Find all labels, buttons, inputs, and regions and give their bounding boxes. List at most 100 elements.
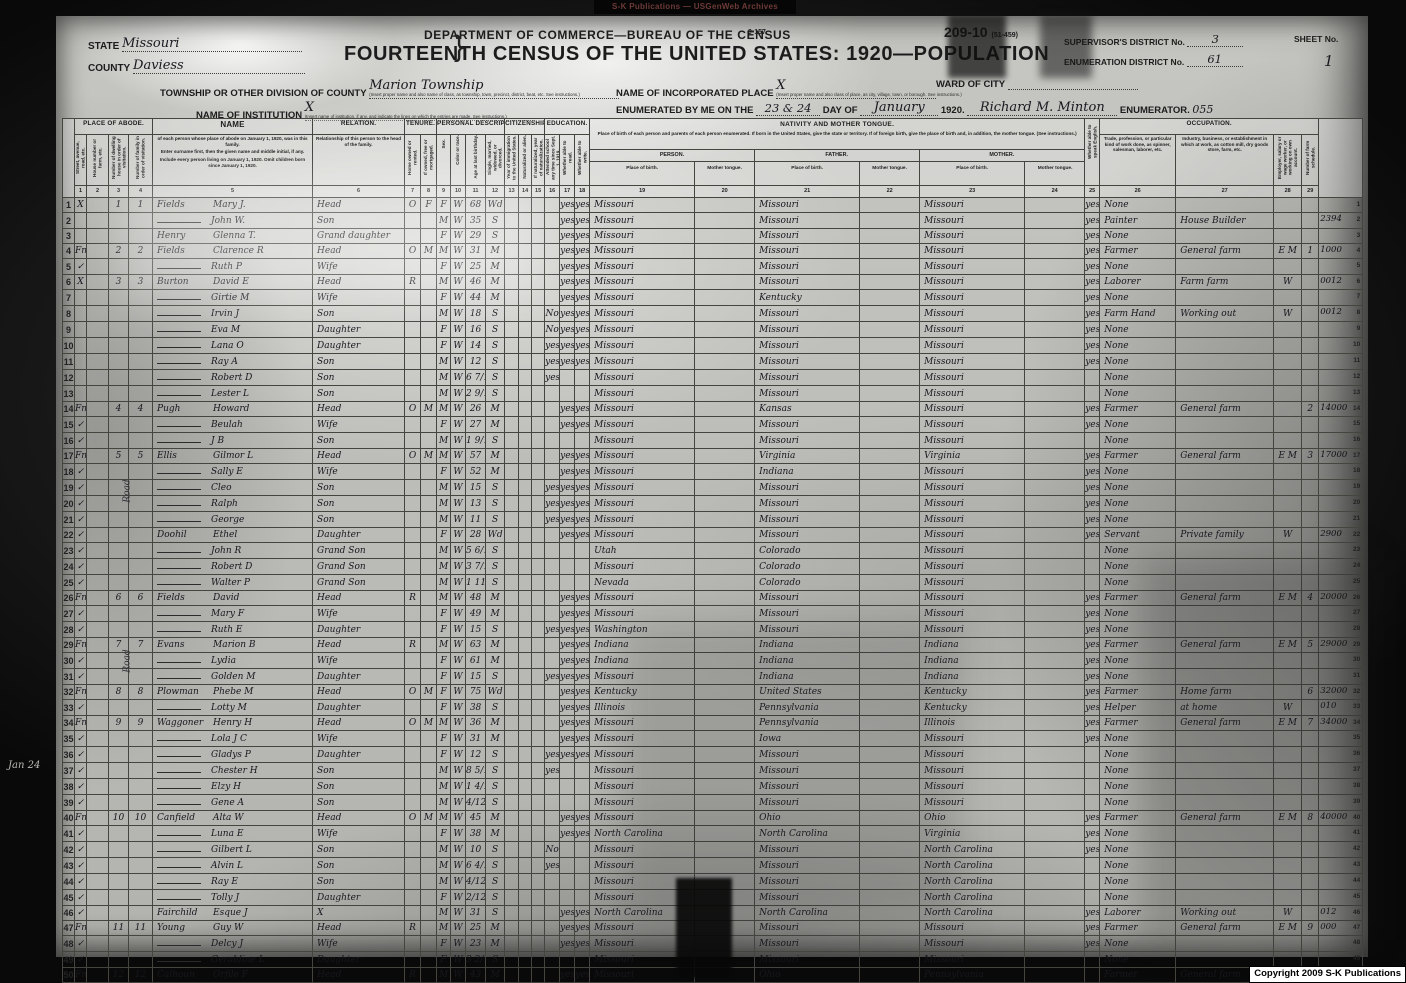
person-birthplace: Missouri [589,857,696,874]
house-number [86,243,109,259]
color-race: W [450,479,467,496]
naturalized [518,527,533,543]
abode-mark: Fm [74,637,87,653]
dwelling-number [108,762,129,779]
left-margin-note-3: Jan 24 [8,760,41,771]
employer-class [1273,511,1303,528]
mother-mother-tongue [1024,197,1086,213]
family-number [127,558,154,575]
naturalization-year [531,951,546,968]
employer-class [1273,746,1303,763]
father-mother-tongue [859,810,921,826]
immigration-year [504,432,520,449]
farm-schedule-number [1301,935,1320,952]
name-cell: Gilbert L [152,841,314,858]
name-cell: Luna E [152,825,314,842]
marital-status: M [485,810,506,826]
name-cell: Alvin L [152,857,314,874]
mother-mother-tongue [1024,825,1086,842]
house-number [86,197,109,213]
able-to-read: yes [559,590,576,606]
father-mother-tongue [859,857,921,874]
mother-mother-tongue [1024,495,1086,512]
name-cell: George [152,511,314,528]
father-birthplace: Iowa [754,730,861,747]
attended-school [544,873,561,890]
father-mother-tongue [859,511,921,528]
abode-mark [74,228,87,244]
row-number: 20 [1352,499,1361,506]
employer-class: E M [1273,637,1303,653]
house-number [86,542,109,559]
ditto-dash [157,291,202,300]
nativity-title: NATIVITY AND MOTHER TONGUE. [780,121,895,128]
column-number: 20 [694,185,756,198]
township-line: TOWNSHIP OR OTHER DIVISION OF COUNTY Mar… [160,78,620,99]
abode-mark: ✓ [74,511,87,528]
age: 48 [465,590,487,606]
mother-birthplace: North Carolina [919,841,1026,858]
home-owned [404,337,422,354]
dwelling-number [108,353,129,370]
attended-school [544,605,561,622]
home-owned [404,935,422,952]
able-to-write: yes [574,448,591,464]
speaks-english: yes [1084,605,1101,622]
relation: Daughter [312,337,406,354]
marital-status: S [485,479,506,496]
person-birthplace: Missouri [589,337,696,354]
row-number: 28 [1352,625,1361,632]
person-birthplace: Missouri [589,495,696,512]
able-to-write: yes [574,289,591,306]
occupation: None [1099,762,1177,779]
father-mother-tongue [859,258,921,275]
ditto-dash [157,764,202,773]
line-number-right: 10 [1318,337,1364,354]
person-mother-tongue [694,258,756,275]
industry [1175,337,1275,354]
name-cell: Fields Clarence R [152,243,314,259]
farm-schedule-number [1301,762,1320,779]
farm-schedule-number [1301,730,1320,747]
person-mother-tongue [694,243,756,259]
father-mother-tongue [859,873,921,890]
ditto-dash [157,323,202,332]
naturalization-year [531,637,546,653]
mother-mother-tongue [1024,274,1086,290]
mother-birthplace: Missouri [919,794,1026,811]
given-name: Gilmor L [213,451,254,461]
free-mortgaged [420,337,438,354]
name-cell: Mary F [152,605,314,622]
marital-status: S [485,794,506,811]
speaks-english: yes [1084,448,1101,464]
age: 25 [465,920,487,936]
attended-school [544,889,561,906]
farm-schedule-number [1301,652,1320,669]
free-mortgaged [420,274,438,290]
home-owned: R [404,637,422,653]
mother-birthplace: Missouri [919,258,1026,275]
age: 15 [465,621,487,638]
father-mother-tongue [859,920,921,936]
immigration-year [504,920,520,936]
naturalized [518,369,533,386]
free-mortgaged [420,637,438,653]
line-number-left: 7 [62,289,75,306]
abode-mark: ✓ [74,841,87,858]
free-mortgaged [420,905,438,921]
line-number-left: 44 [62,873,75,890]
age: 23 [465,935,487,952]
name-cell: Elzy H [152,778,314,795]
house-number [86,810,109,826]
father-birthplace: Missouri [754,527,861,543]
speaks-english: yes [1084,590,1101,606]
sex: M [436,967,452,983]
immigration-year [504,337,520,354]
industry [1175,385,1275,402]
naturalization-year [531,905,546,921]
